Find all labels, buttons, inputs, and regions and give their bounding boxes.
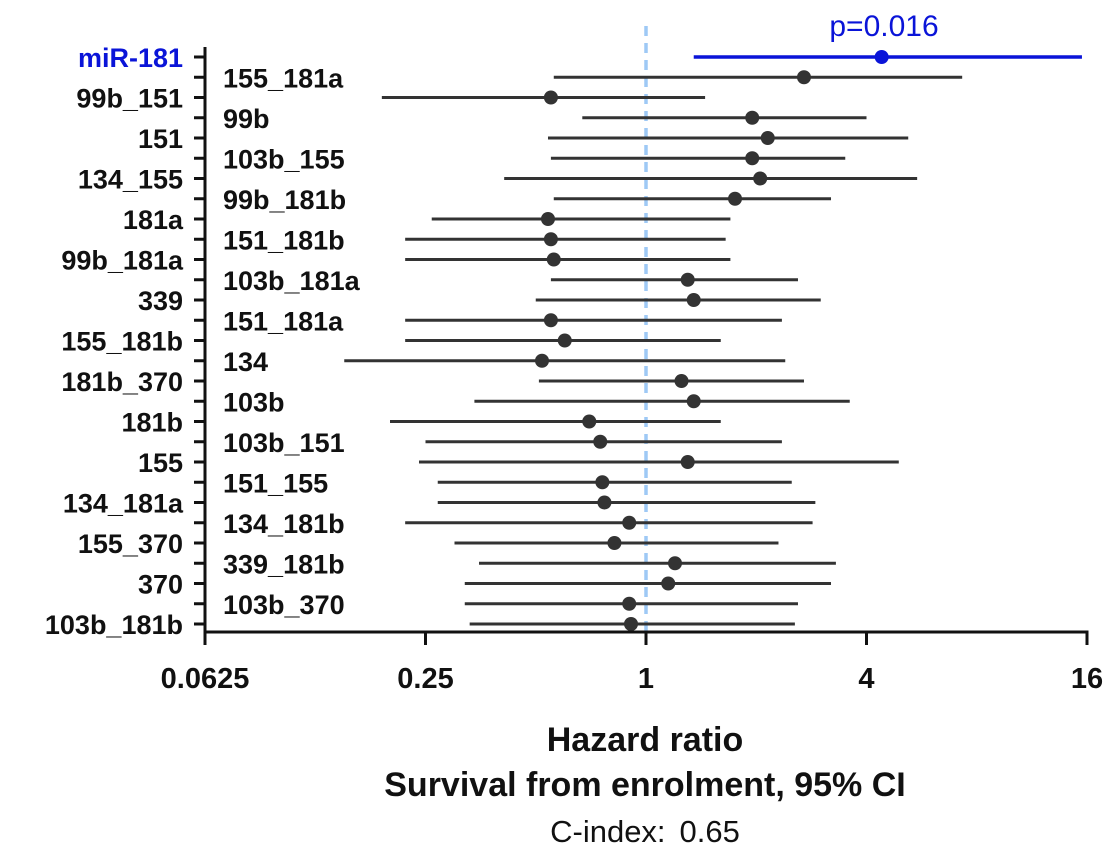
x-tick-label-16: 16 <box>1071 663 1103 695</box>
hr-point-155 <box>680 455 695 469</box>
row-label-339: 339 <box>138 286 183 316</box>
hr-point-99b_151 <box>543 90 558 105</box>
hr-point-103b <box>686 394 701 409</box>
row-label-103b_181b: 103b_181b <box>45 610 183 640</box>
row-label-181a: 181a <box>123 205 184 235</box>
hr-point-103b_181b <box>623 617 638 631</box>
rows-group <box>344 50 1082 631</box>
row-label-151_155: 151_155 <box>223 468 328 498</box>
row-label-99b_151: 99b_151 <box>76 84 183 114</box>
hr-point-103b_155 <box>745 151 760 166</box>
x-tick-label-4: 4 <box>858 663 874 695</box>
c-index-label: C-index: <box>550 814 665 849</box>
hr-point-103b_151 <box>593 434 608 449</box>
row-labels-group: miR-181 155_181a 99b_151 99b 151 103b_155 134_… <box>45 43 361 640</box>
row-label-155_370: 155_370 <box>78 529 183 559</box>
x-tick-label-0.25: 0.25 <box>397 663 453 695</box>
row-label-103b_155: 103b_155 <box>223 144 345 174</box>
axes-group <box>194 47 1089 645</box>
row-label-151_181a: 151_181a <box>223 306 344 336</box>
hr-point-370 <box>661 576 676 591</box>
row-label-103b_181a: 103b_181a <box>223 266 361 296</box>
row-label-134_181a: 134_181a <box>63 489 184 519</box>
row-label-99b: 99b <box>223 104 270 134</box>
row-label-370: 370 <box>138 570 183 600</box>
hr-point-134_155 <box>753 171 768 186</box>
row-label-155: 155 <box>138 448 183 478</box>
hr-point-99b <box>745 110 760 125</box>
hr-point-103b_181a <box>680 272 695 287</box>
row-label-181b_370: 181b_370 <box>61 367 183 397</box>
hr-point-134_181a <box>597 495 612 510</box>
x-tick-label-0.0625: 0.0625 <box>161 663 250 695</box>
hr-point-103b_370 <box>622 596 637 611</box>
row-label-155_181b: 155_181b <box>61 327 183 357</box>
hr-point-miR-181 <box>874 50 889 64</box>
c-index-value: 0.65 <box>680 814 740 849</box>
row-label-134: 134 <box>223 347 268 377</box>
row-label-151: 151 <box>138 124 183 154</box>
hr-point-181a <box>540 212 555 226</box>
x-tick-label-1: 1 <box>638 663 654 695</box>
hr-point-134_181b <box>622 515 637 530</box>
hr-point-181b <box>582 414 597 429</box>
row-label-99b_181a: 99b_181a <box>61 246 184 276</box>
hr-point-99b_181b <box>728 191 743 206</box>
hr-point-151_155 <box>595 475 610 490</box>
row-label-103b_370: 103b_370 <box>223 590 345 620</box>
row-label-339_181b: 339_181b <box>223 549 345 579</box>
hr-point-134 <box>534 353 549 368</box>
hr-point-181b_370 <box>674 374 689 388</box>
row-label-134_181b: 134_181b <box>223 509 345 539</box>
chart-subtitle: Survival from enrolment, 95% CI <box>384 766 906 804</box>
x-ticks-group: 0.0625 0.25 1 4 16 <box>161 663 1103 695</box>
hr-point-339_181b <box>667 556 682 571</box>
row-label-155_181a: 155_181a <box>223 63 344 93</box>
row-label-103b: 103b <box>223 387 285 417</box>
row-label-103b_151: 103b_151 <box>223 428 345 458</box>
x-axis-title: Hazard ratio <box>547 721 744 759</box>
row-label-miR-181: miR-181 <box>78 43 183 73</box>
hr-point-151 <box>760 131 775 145</box>
hr-point-155_370 <box>607 536 622 550</box>
hr-point-151_181b <box>543 232 558 247</box>
row-label-151_181b: 151_181b <box>223 225 345 255</box>
row-label-134_155: 134_155 <box>78 165 183 195</box>
c-index: C-index: 0.65 <box>550 814 740 849</box>
hr-point-151_181a <box>543 313 558 328</box>
hr-point-155_181b <box>557 333 572 348</box>
hr-point-155_181a <box>796 70 811 85</box>
row-label-181b: 181b <box>121 408 183 438</box>
row-label-99b_181b: 99b_181b <box>223 185 346 215</box>
p-value-annotation: p=0.016 <box>829 10 938 43</box>
hr-point-339 <box>686 293 701 307</box>
hr-point-99b_181a <box>546 252 561 267</box>
